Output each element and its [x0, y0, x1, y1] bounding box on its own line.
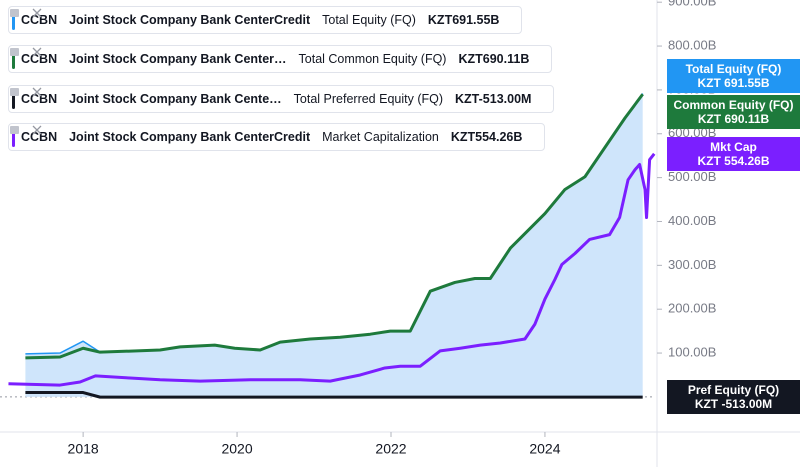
legend-series-name: Market Capitalization — [322, 130, 439, 144]
legend-value: KZT-513.00M — [455, 92, 532, 106]
legend-symbol: CCBN — [21, 92, 58, 106]
price-badge: Pref Equity (FQ) KZT -513.00M — [667, 380, 800, 415]
badge-text: KZT 690.11B — [697, 111, 770, 126]
y-tick-label: 900.00B — [668, 0, 716, 9]
y-tick-label: 400.00B — [668, 213, 716, 228]
badge-text: Total Equity (FQ) — [685, 61, 782, 76]
line — [8, 152, 656, 387]
icon-group[interactable] — [9, 124, 43, 136]
y-tick-label: 100.00B — [668, 344, 716, 359]
badge-text: Pref Equity (FQ) — [687, 383, 780, 398]
legend-series-name: Total Preferred Equity (FQ) — [293, 92, 444, 106]
icon-group[interactable] — [9, 86, 43, 98]
x-tick-label: 2020 — [221, 441, 252, 457]
legend-symbol: CCBN — [21, 130, 58, 144]
badge-text: KZT 691.55B — [697, 75, 770, 90]
legend-company: Joint Stock Company Bank Cente… — [69, 92, 282, 106]
legend-value: KZT690.11B — [458, 52, 530, 66]
legend-swatch — [12, 89, 15, 109]
legend-item[interactable]: CCBN Joint Stock Company Bank CenterCredi… — [8, 123, 546, 151]
legend-value: KZT691.55B — [427, 13, 500, 27]
x-tick-label: 2022 — [375, 441, 406, 457]
badge-text: KZT 554.26B — [697, 153, 770, 168]
icon-group[interactable] — [9, 7, 43, 19]
y-tick-label: 500.00B — [668, 169, 716, 184]
badge-text: KZT -513.00M — [694, 397, 773, 412]
legend-symbol: CCBN — [21, 13, 58, 27]
legend-item[interactable]: CCBN Joint Stock Company Bank CenterCredi… — [8, 6, 523, 34]
legend-swatch — [12, 49, 15, 69]
y-tick-label: 800.00B — [668, 37, 716, 52]
legend-company: Joint Stock Company Bank Center… — [69, 52, 287, 66]
legend-symbol: CCBN — [21, 52, 58, 66]
badge-text: Common Equity (FQ) — [673, 97, 794, 112]
legend-value: KZT554.26B — [450, 130, 523, 144]
legend-company: Joint Stock Company Bank CenterCredit — [69, 13, 311, 27]
y-tick-label: 600.00B — [668, 125, 716, 140]
price-badge: Mkt Cap KZT 554.26B — [667, 136, 800, 171]
legend-company: Joint Stock Company Bank CenterCredit — [69, 130, 311, 144]
price-badge: Total Equity (FQ) KZT 691.55B — [667, 58, 800, 93]
legend-series-name: Total Common Equity (FQ) — [298, 52, 447, 66]
legend-item[interactable]: CCBN Joint Stock Company Bank Center… Tota… — [8, 45, 553, 73]
x-tick-label: 2018 — [68, 441, 99, 457]
legend-swatch — [12, 127, 15, 147]
legend-series-name: Total Equity (FQ) — [322, 13, 416, 27]
y-tick-label: 300.00B — [668, 257, 716, 272]
x-tick-label: 2024 — [529, 441, 560, 457]
area — [25, 93, 643, 397]
legend-swatch — [12, 10, 15, 30]
icon-group[interactable] — [9, 46, 43, 58]
badge-text: Mkt Cap — [710, 139, 757, 154]
y-tick-label: 200.00B — [668, 301, 716, 316]
legend-item[interactable]: CCBN Joint Stock Company Bank Cente… Total… — [8, 85, 555, 113]
line — [25, 391, 643, 399]
line — [25, 93, 644, 360]
price-badge: Common Equity (FQ) KZT 690.11B — [667, 94, 800, 129]
